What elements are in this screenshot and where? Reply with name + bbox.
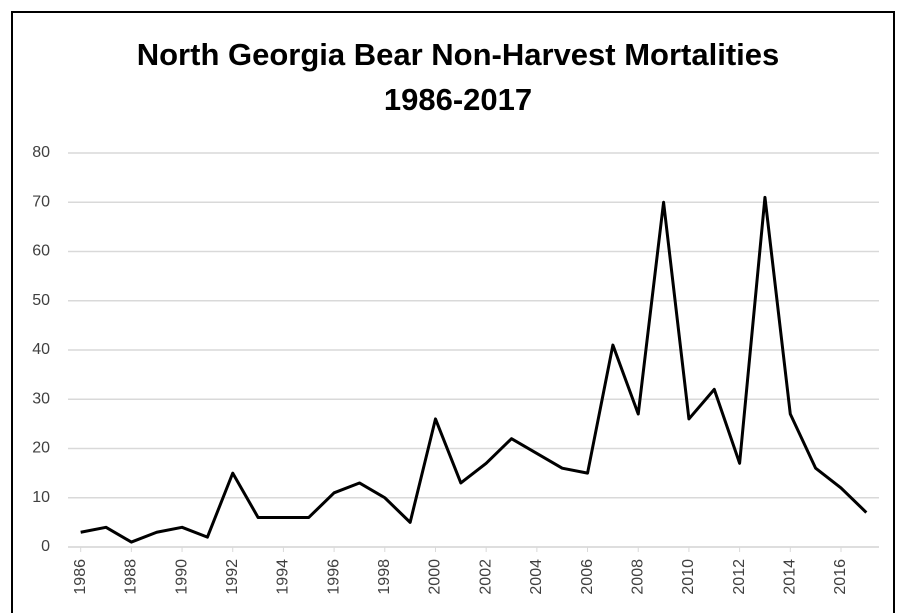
y-tick-label: 50 [32, 292, 50, 309]
y-tick-label: 60 [32, 243, 50, 260]
x-tick-label: 2016 [832, 559, 849, 595]
chart-title: North Georgia Bear Non-Harvest Mortaliti… [137, 37, 780, 72]
y-tick-label: 30 [32, 390, 50, 407]
chart-border [11, 11, 895, 613]
x-tick-label: 2004 [528, 559, 545, 595]
x-tick-label: 2010 [680, 559, 697, 595]
x-tick-label: 1990 [173, 559, 190, 595]
y-tick-label: 0 [41, 538, 50, 555]
y-tick-label: 70 [32, 193, 50, 210]
y-tick-label: 10 [32, 489, 50, 506]
x-tick-label: 1986 [72, 559, 89, 595]
x-tick-label: 2000 [427, 559, 444, 595]
y-tick-label: 40 [32, 341, 50, 358]
x-tick-label: 1992 [224, 559, 241, 595]
x-tick-label: 2008 [629, 559, 646, 595]
x-tick-label: 2002 [477, 559, 494, 595]
y-tick-label: 80 [32, 144, 50, 161]
chart-title: 1986-2017 [384, 82, 532, 117]
x-tick-label: 2014 [782, 559, 799, 595]
x-tick-label: 1998 [376, 559, 393, 595]
x-tick-label: 1988 [123, 559, 140, 595]
y-tick-label: 20 [32, 440, 50, 457]
data-line [80, 195, 868, 544]
x-tick-label: 2012 [731, 559, 748, 595]
x-tick-label: 2006 [579, 559, 596, 595]
x-tick-label: 1996 [325, 559, 342, 595]
x-tick-label: 1994 [275, 559, 292, 595]
